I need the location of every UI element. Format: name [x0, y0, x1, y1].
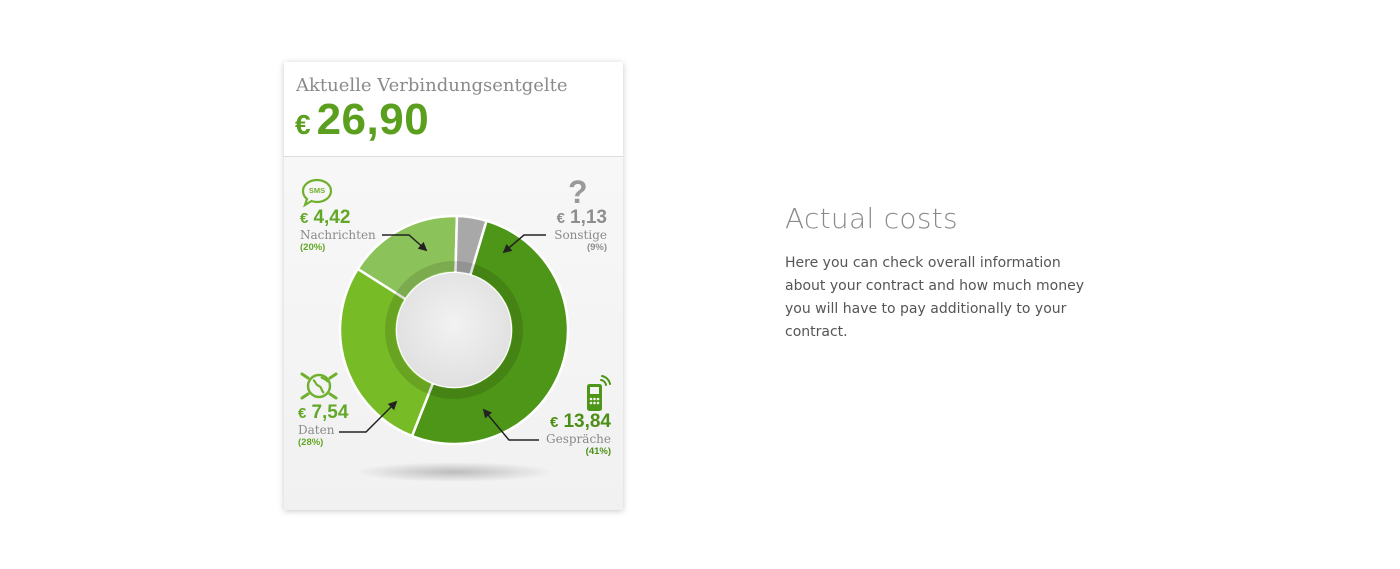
sonstige-name: Sonstige [554, 228, 607, 242]
daten-name: Daten [298, 423, 335, 437]
gesprache-currency: € [550, 414, 559, 431]
gesprache-percent: (41%) [585, 446, 611, 457]
label-daten: € 7,54 Daten (28%) [298, 402, 348, 448]
nachrichten-percent: (20%) [300, 242, 326, 253]
costs-card: Aktuelle Verbindungsentgelte €26,90 S [284, 62, 623, 510]
section-title: Actual costs [785, 202, 958, 235]
chart-shadow [354, 462, 554, 482]
question-mark-glyph: ? [568, 174, 588, 210]
sms-bubble-icon: SMS [301, 178, 333, 212]
leader-gesprache [482, 408, 539, 441]
daten-currency: € [298, 405, 307, 422]
inner-ring [385, 261, 523, 399]
label-sonstige: € 1,13 Sonstige (9%) [554, 207, 607, 253]
leader-nachrichten [382, 234, 428, 252]
daten-amount: 7,54 [311, 402, 349, 423]
nachrichten-name: Nachrichten [300, 228, 376, 242]
label-gesprache: € 13,84 Gespräche (41%) [546, 411, 611, 457]
daten-percent: (28%) [298, 437, 324, 448]
sonstige-percent: (9%) [586, 242, 607, 253]
globe-icon [299, 368, 339, 408]
cost-donut-chart [338, 214, 570, 446]
leader-sonstige [502, 234, 546, 254]
nachrichten-amount: 4,42 [313, 207, 351, 228]
card-title: Aktuelle Verbindungsentgelte [296, 75, 568, 96]
donut-hole [397, 273, 511, 387]
sonstige-currency: € [556, 210, 565, 227]
card-header: Aktuelle Verbindungsentgelte €26,90 [284, 62, 623, 157]
section-description: Here you can check overall information a… [785, 255, 1085, 340]
question-mark-icon: ? [568, 174, 588, 211]
leader-daten [339, 400, 398, 433]
sonstige-amount: 1,13 [570, 207, 607, 228]
gesprache-name: Gespräche [546, 432, 611, 446]
total-currency: € [295, 109, 311, 140]
sms-icon-text: SMS [308, 186, 326, 195]
label-nachrichten: € 4,42 Nachrichten (20%) [300, 207, 376, 253]
mobile-phone-icon [582, 374, 612, 418]
gesprache-amount: 13,84 [563, 411, 611, 432]
total-amount: 26,90 [316, 95, 430, 144]
total-cost: €26,90 [295, 95, 429, 145]
nachrichten-currency: € [300, 210, 309, 227]
